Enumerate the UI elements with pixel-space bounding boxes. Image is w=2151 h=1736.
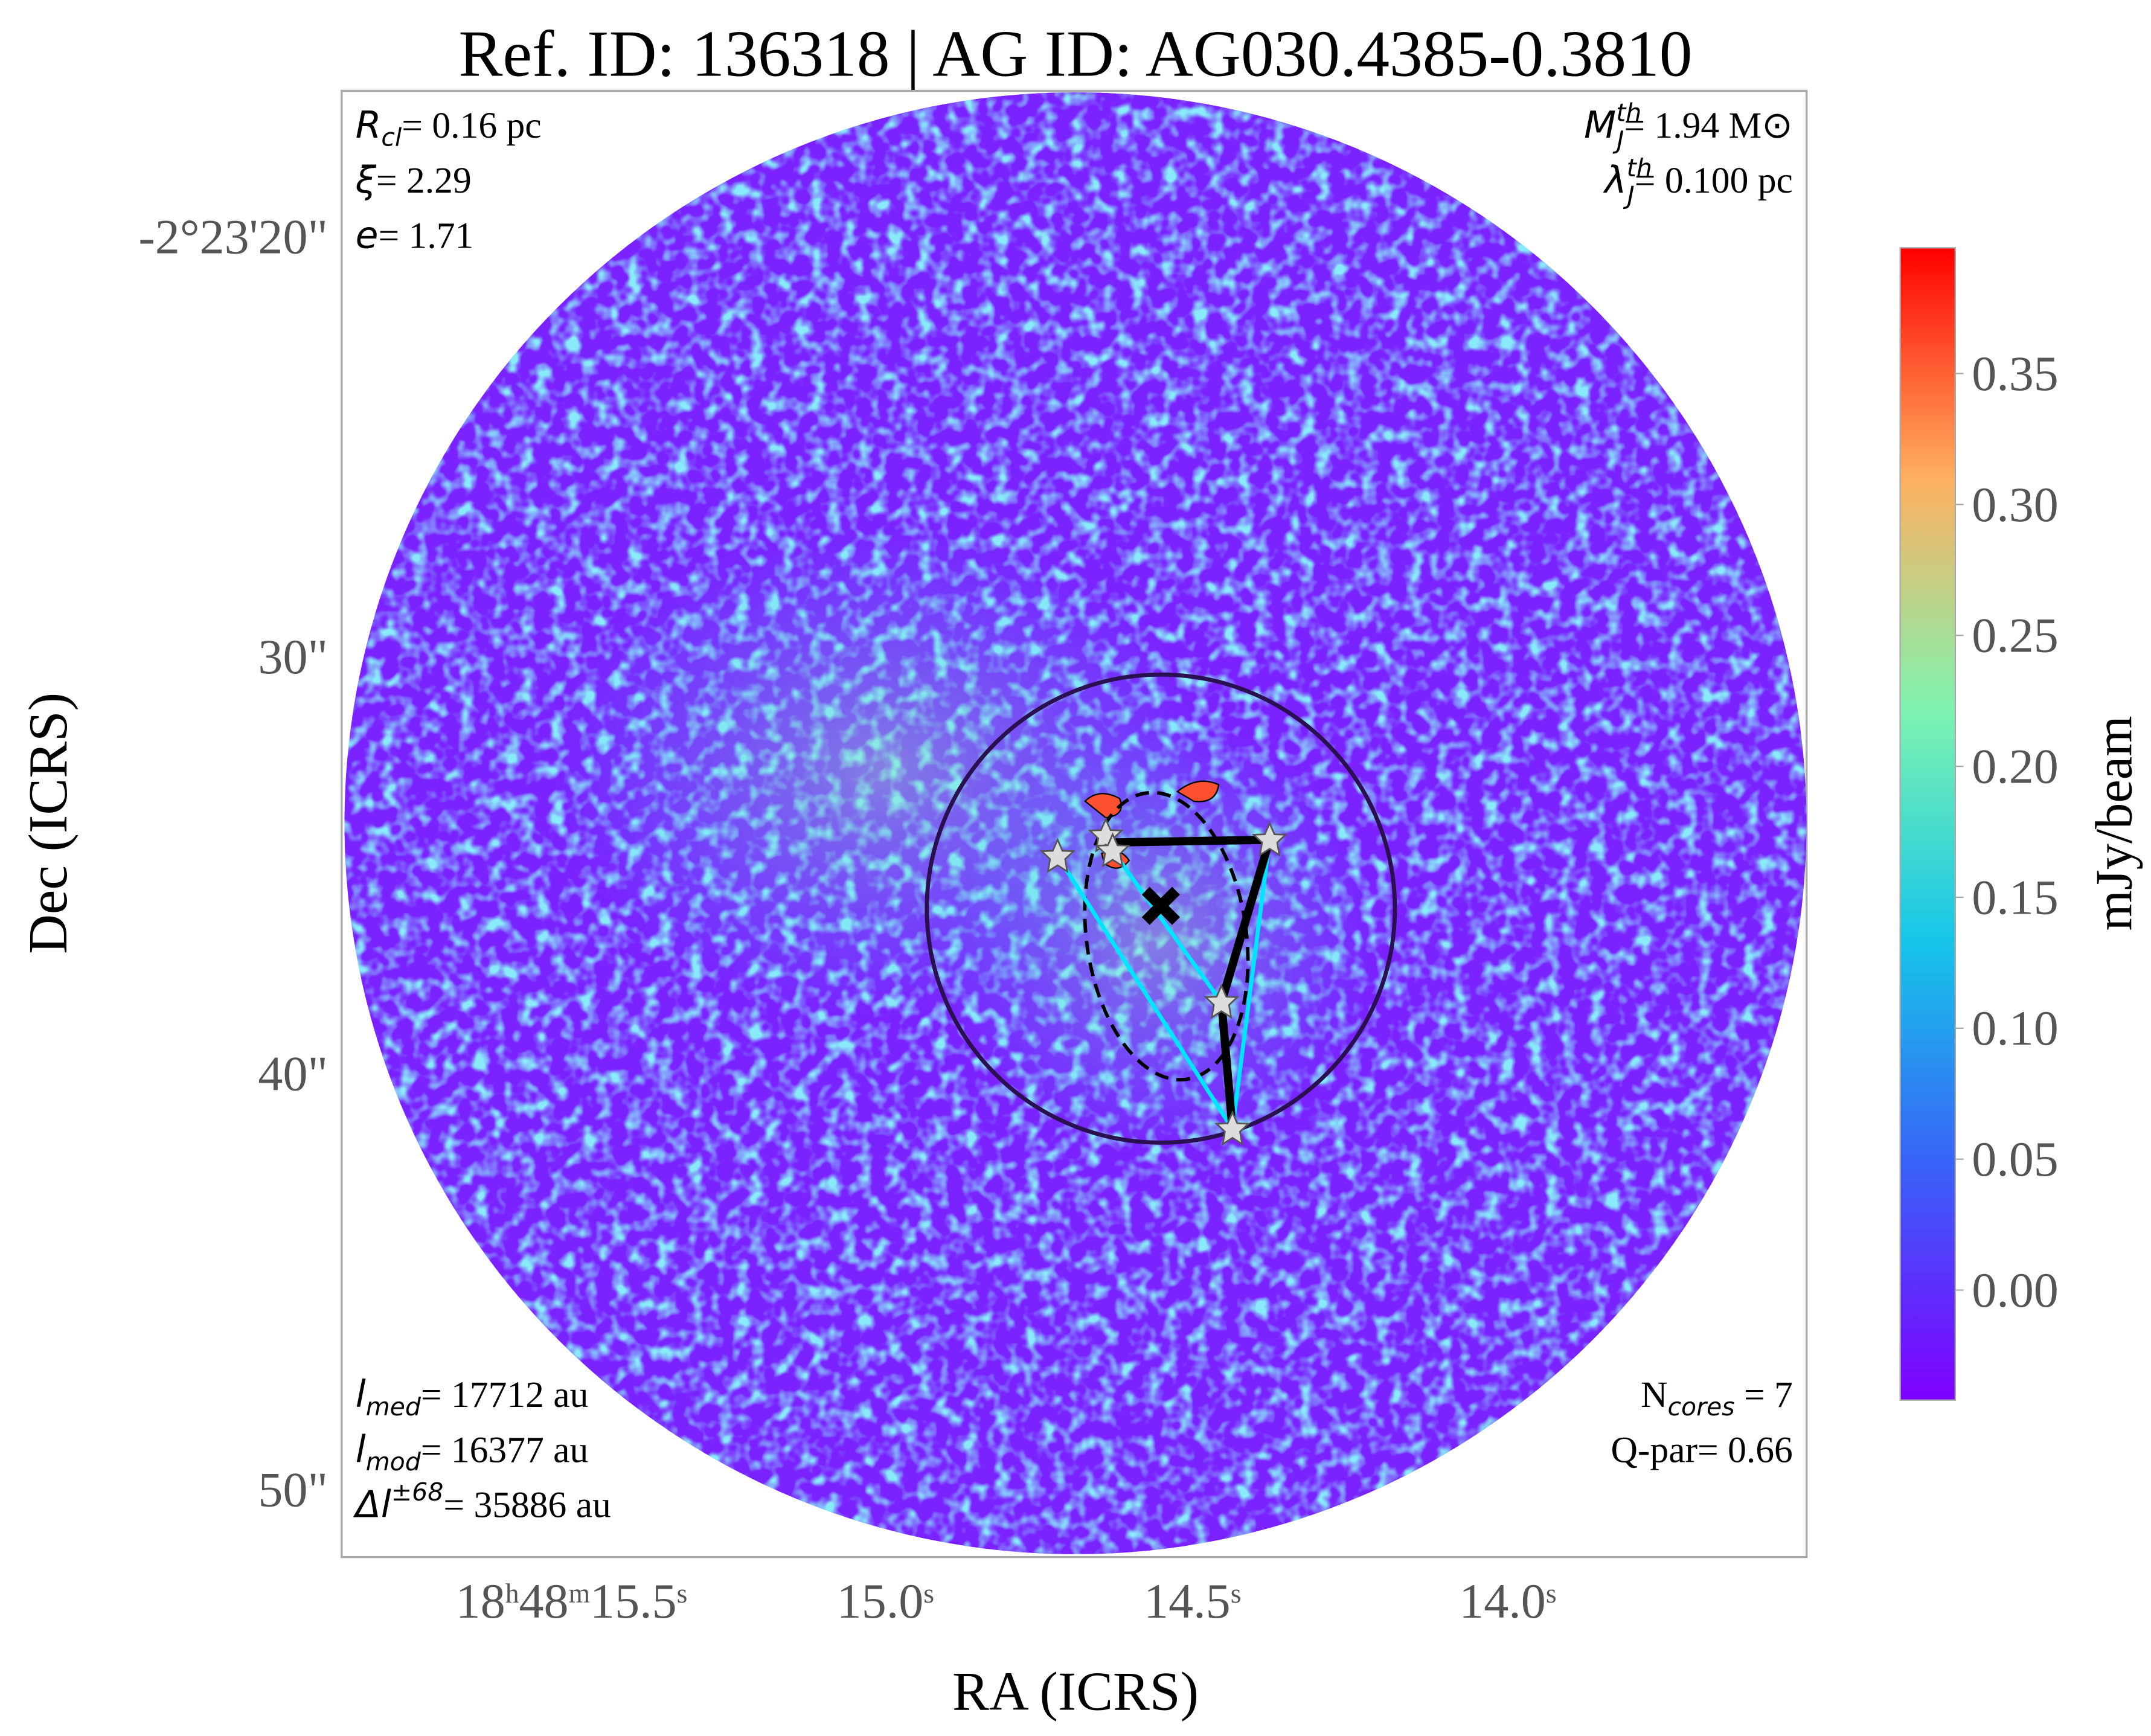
colorbar-tick-label: 0.00 [1972, 1263, 2059, 1318]
colorbar-tick-label: 0.10 [1972, 1001, 2059, 1055]
map [344, 92, 1807, 1555]
y-axis-label: Dec (ICRS) [18, 693, 79, 954]
annotation: λth J= 0.100 pc [1603, 153, 1793, 210]
x-axis-label: RA (ICRS) [952, 1661, 1199, 1722]
annotation-symbol: M [1584, 103, 1616, 147]
annotation-sup: ±68 [391, 1478, 444, 1507]
annotation-text: = 0.66 [1697, 1429, 1793, 1470]
annotation-symbol: Q-par [1611, 1429, 1698, 1470]
annotation-sub: cl [381, 123, 402, 152]
annotation-sup: th [1627, 153, 1652, 182]
tick-value: 15.5 [590, 1574, 677, 1629]
annotation: Q-par= 0.66 [1611, 1429, 1793, 1470]
annotation-text: = 1.94 M⊙ [1624, 105, 1793, 146]
annotation-sub: cores [1667, 1392, 1734, 1421]
annotation-symbol: λ [1603, 158, 1626, 202]
annotation: e= 1.71 [356, 213, 474, 257]
annotation-text: = 0.100 pc [1635, 160, 1793, 201]
tick-value: 14.0 [1459, 1574, 1546, 1629]
overlays [925, 672, 1397, 1145]
annotation-symbol: N [1641, 1374, 1667, 1415]
annotation-symbol: l [356, 1372, 366, 1416]
tick-value: 18 [456, 1574, 505, 1629]
annotation: ξ= 2.29 [355, 158, 472, 202]
tick-value: 14.5 [1144, 1574, 1231, 1629]
colorbar-tick-label: 0.15 [1972, 870, 2059, 924]
annotation-sub: med [366, 1392, 422, 1421]
annotation: Mth J= 1.94 M⊙ [1584, 98, 1793, 155]
colorbar-tick-label: 0.20 [1972, 738, 2059, 793]
annotation: Ncores = 7 [1641, 1374, 1793, 1421]
x-tick-label: 14.0s [1459, 1574, 1556, 1629]
y-tick-label: 50" [258, 1462, 328, 1517]
annotation-symbol: e [356, 213, 379, 257]
tick-value: 48 [519, 1574, 569, 1629]
annotation-sub: mod [366, 1447, 422, 1476]
annotation-sup: th [1616, 98, 1641, 127]
annotation-text: = 35886 au [443, 1484, 611, 1525]
x-tick-label: 15.0s [837, 1574, 934, 1629]
colorbar-tick-label: 0.25 [1972, 608, 2059, 663]
annotation-text: = 2.29 [376, 160, 472, 201]
annotation-symbol: Δl [353, 1482, 391, 1526]
annotation-text: = 1.71 [378, 215, 473, 256]
y-tick-label: 30" [258, 629, 328, 684]
annotation-symbol: l [356, 1427, 366, 1471]
chart-title: Ref. ID: 136318 | AG ID: AG030.4385-0.38… [458, 16, 1692, 90]
annotation: Rcl= 0.16 pc [356, 103, 542, 152]
colorbar-label: mJy/beam [2085, 716, 2143, 930]
colorbar-tick-label: 0.35 [1972, 346, 2059, 401]
tick-unit: s [1231, 1577, 1242, 1608]
y-tick-label: 40" [258, 1046, 328, 1101]
annotation: lmed= 17712 au [356, 1372, 589, 1421]
annotation-text: = 0.16 pc [402, 105, 541, 146]
x-tick-label: 14.5s [1144, 1574, 1241, 1629]
colorbar-tick-label: 0.30 [1972, 477, 2059, 532]
tick-value: 15.0 [837, 1574, 924, 1629]
annotation-text: = 16377 au [421, 1429, 588, 1470]
annotation-symbol: ξ [355, 158, 377, 202]
tick-unit: s [1546, 1577, 1557, 1608]
x-tick-label: 18h48m15.5s [456, 1574, 688, 1629]
annotation-text: = 17712 au [421, 1374, 588, 1415]
tick-unit: m [569, 1577, 590, 1608]
colorbar [1899, 247, 1957, 1401]
tick-unit: s [677, 1577, 688, 1608]
annotation-symbol: R [356, 103, 382, 147]
y-tick-label: -2°23'20" [138, 210, 328, 264]
tick-unit: s [923, 1577, 934, 1608]
annotation: lmod= 16377 au [356, 1427, 589, 1476]
annotation-text: = 7 [1735, 1374, 1793, 1415]
tick-unit: h [505, 1577, 519, 1608]
colorbar-tick-label: 0.05 [1972, 1132, 2059, 1187]
annotation: Δl±68= 35886 au [353, 1478, 611, 1526]
